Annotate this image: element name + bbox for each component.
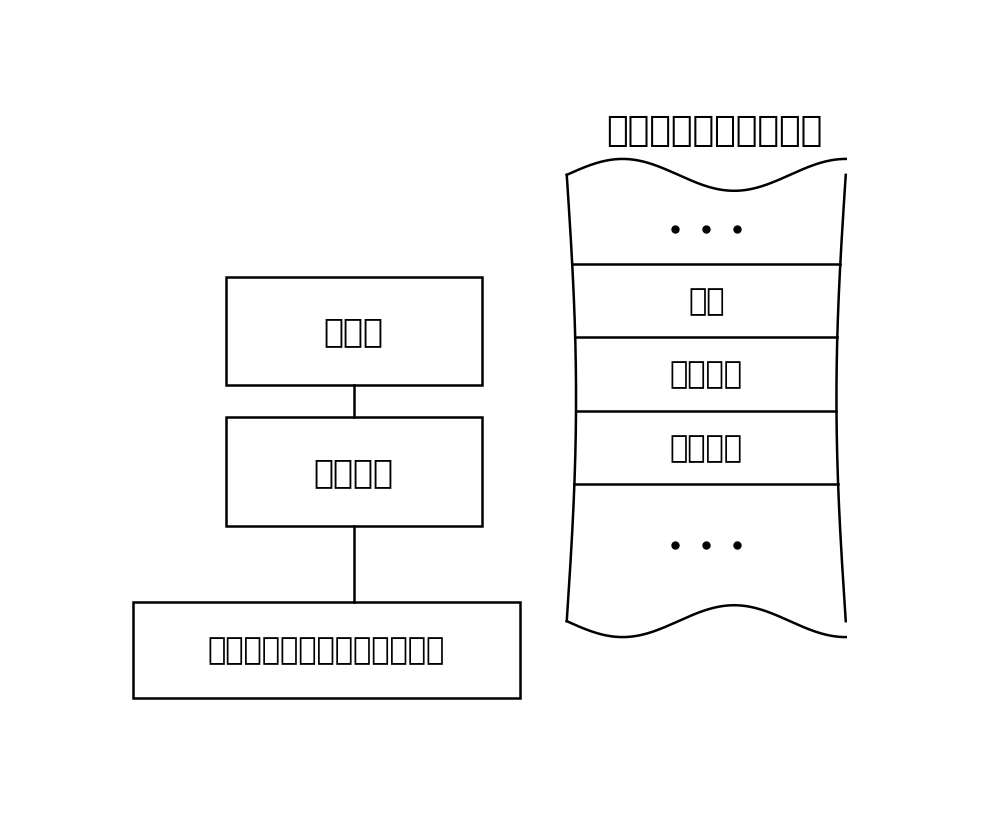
- Bar: [226, 418, 482, 526]
- Text: 热量标准装置计算机控制系统: 热量标准装置计算机控制系统: [208, 636, 445, 665]
- Text: 累积流量: 累积流量: [670, 361, 743, 390]
- Bar: [226, 278, 482, 385]
- Text: 累积热量: 累积热量: [670, 433, 743, 462]
- Bar: [133, 602, 520, 698]
- Text: 通讯电路: 通讯电路: [314, 456, 394, 488]
- Text: 热量表: 热量表: [324, 315, 384, 348]
- Text: 时间: 时间: [688, 287, 724, 316]
- Text: 热量表存贮单元数据表: 热量表存贮单元数据表: [606, 114, 822, 148]
